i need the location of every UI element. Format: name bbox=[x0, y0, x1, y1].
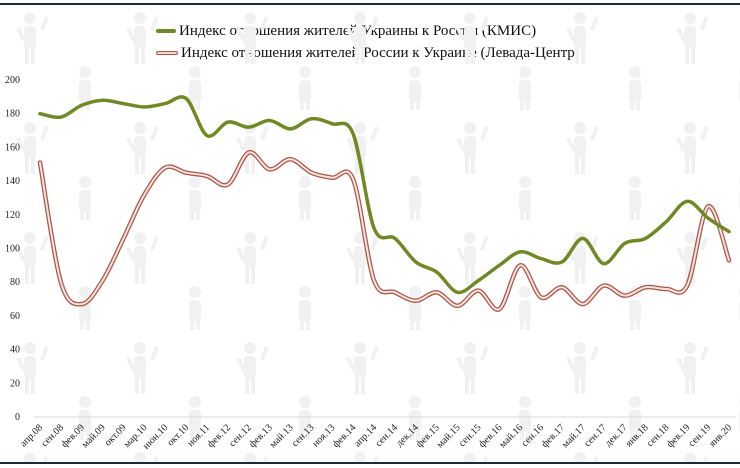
y-tick-label: 140 bbox=[5, 176, 20, 187]
series-group bbox=[37, 95, 732, 312]
y-tick-label: 40 bbox=[10, 345, 20, 356]
watermark-background bbox=[0, 6, 740, 462]
y-tick-label: 160 bbox=[5, 142, 20, 153]
series-line-kmis bbox=[38, 95, 731, 295]
top-border bbox=[0, 3, 740, 5]
y-axis: 0 20 40 60 80 100 120 140 160 180 200 bbox=[5, 75, 20, 423]
y-tick-label: 180 bbox=[5, 109, 20, 120]
series-line-levada-inner bbox=[39, 151, 730, 311]
bottom-border bbox=[0, 462, 740, 464]
y-tick-label: 0 bbox=[15, 412, 20, 423]
y-tick-label: 80 bbox=[10, 277, 20, 288]
y-tick-label: 60 bbox=[10, 311, 20, 322]
y-tick-label: 20 bbox=[10, 378, 20, 389]
y-tick-label: 100 bbox=[5, 244, 20, 255]
y-tick-label: 120 bbox=[5, 210, 20, 221]
y-tick-label: 200 bbox=[5, 75, 20, 86]
